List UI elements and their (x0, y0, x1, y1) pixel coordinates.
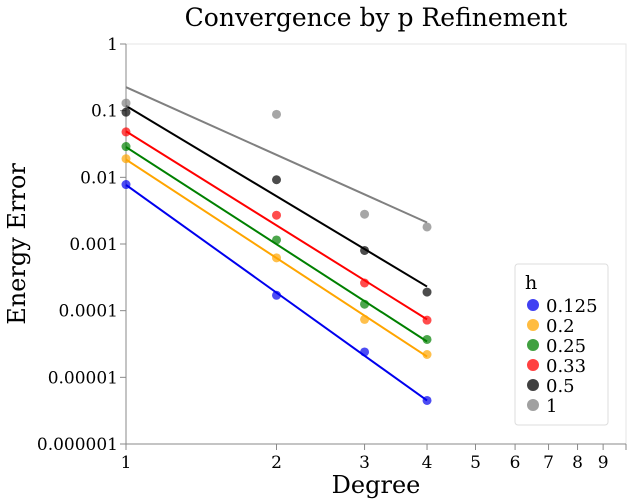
data-point-h-1 (360, 209, 370, 219)
fit-line-h-0_33 (125, 130, 428, 321)
data-points (121, 98, 432, 405)
data-point-h-0_5 (121, 107, 131, 117)
data-point-h-0_25 (360, 299, 370, 309)
x-tick-label: 1 (121, 453, 132, 473)
data-point-h-0_2 (121, 154, 131, 164)
data-point-h-0_125 (422, 395, 432, 405)
data-point-h-0_33 (422, 315, 432, 325)
legend-marker (527, 359, 539, 371)
data-point-h-1 (422, 222, 432, 232)
data-point-h-0_5 (272, 175, 282, 185)
x-tick-label: 9 (598, 453, 609, 473)
legend-marker (527, 299, 539, 311)
x-axis-label: Degree (332, 471, 421, 499)
data-point-h-0_5 (360, 245, 370, 255)
x-tick-label: 2 (271, 453, 282, 473)
x-tick-label: 3 (359, 453, 370, 473)
legend-marker (527, 379, 539, 391)
data-point-h-1 (272, 109, 282, 119)
x-tick-label: 7 (543, 453, 554, 473)
x-tick-label: 8 (572, 453, 583, 473)
y-axis-ticks: 0.000001 0.00001 0.0001 0.001 0.01 0.1 1 (37, 35, 126, 455)
legend-marker (527, 339, 539, 351)
y-tick-label: 0.01 (80, 168, 118, 188)
data-point-h-0_25 (422, 334, 432, 344)
data-point-h-0_33 (360, 278, 370, 288)
data-point-h-0_5 (422, 287, 432, 297)
legend-title: h (525, 272, 537, 294)
y-tick-label: 0.0001 (59, 302, 118, 322)
data-point-h-1 (121, 98, 131, 108)
legend-label: 0.2 (546, 316, 575, 337)
fit-line-h-1 (125, 86, 428, 224)
legend-label: 0.5 (546, 376, 575, 397)
legend-label: 0.33 (546, 356, 586, 377)
fit-lines (125, 86, 428, 402)
data-point-h-0_2 (360, 314, 370, 324)
data-point-h-0_25 (272, 235, 282, 245)
legend-label: 0.125 (546, 296, 598, 317)
fit-line-h-0_5 (125, 105, 428, 288)
data-point-h-0_125 (360, 347, 370, 357)
data-point-h-0_125 (272, 290, 282, 300)
data-point-h-0_2 (422, 350, 432, 360)
data-point-h-0_125 (121, 180, 131, 190)
data-point-h-0_33 (121, 127, 131, 137)
legend-label: 1 (546, 396, 557, 417)
x-tick-label: 4 (422, 453, 433, 473)
legend-marker (527, 399, 539, 411)
y-tick-label: 0.00001 (48, 368, 118, 388)
y-axis-label: Energy Error (3, 163, 31, 325)
y-tick-label: 0.000001 (37, 435, 118, 455)
data-point-h-0_33 (272, 210, 282, 220)
y-tick-label: 0.1 (91, 102, 118, 122)
legend-label: 0.25 (546, 336, 586, 357)
y-tick-label: 1 (107, 35, 118, 55)
chart-title: Convergence by p Refinement (185, 3, 568, 32)
x-tick-label: 6 (510, 453, 521, 473)
x-tick-label: 5 (470, 453, 481, 473)
y-tick-label: 0.001 (69, 235, 118, 255)
legend-marker (527, 319, 539, 331)
data-point-h-0_2 (272, 253, 282, 263)
data-point-h-0_25 (121, 142, 131, 152)
